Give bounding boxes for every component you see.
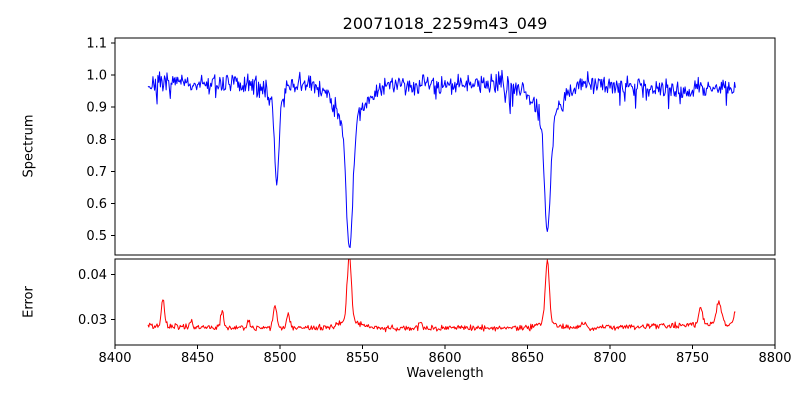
spectrum-panel-border <box>114 37 776 256</box>
y-tick-label: 1.0 <box>86 68 107 83</box>
spectrum-trace <box>147 69 736 248</box>
x-tick-label: 8400 <box>98 351 131 366</box>
x-tick-label: 8800 <box>758 351 791 366</box>
x-tick-label: 8750 <box>676 351 709 366</box>
error-trace <box>147 259 736 333</box>
y-tick-label: 1.1 <box>86 36 107 51</box>
y-tick-label: 0.8 <box>86 133 107 148</box>
y-tick-label: 0.9 <box>86 101 107 116</box>
x-tick-label: 8500 <box>263 351 296 366</box>
y-tick-label: 0.5 <box>86 229 107 244</box>
wavelength-axis-label: Wavelength <box>406 366 484 381</box>
chart-title: 20071018_2259m43_049 <box>342 14 548 33</box>
x-tick-label: 8700 <box>593 351 626 366</box>
y-tick-label: 0.6 <box>86 197 107 212</box>
x-tick-label: 8450 <box>181 351 214 366</box>
x-tick-label: 8550 <box>346 351 379 366</box>
y-tick-label: 0.04 <box>78 268 107 283</box>
y-tick-label: 0.03 <box>78 313 107 328</box>
x-tick-label: 8600 <box>428 351 461 366</box>
y-tick-label: 0.7 <box>86 165 107 180</box>
error-panel-border <box>114 258 776 346</box>
x-tick-label: 8650 <box>511 351 544 366</box>
